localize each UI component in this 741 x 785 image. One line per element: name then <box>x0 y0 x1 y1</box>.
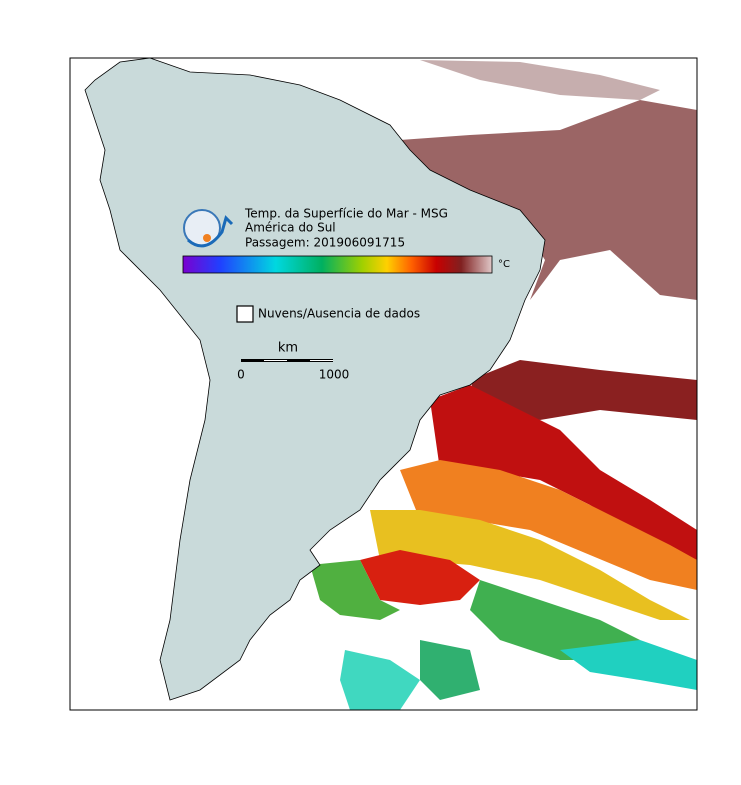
inpe-logo <box>183 209 234 248</box>
legend-swatch <box>236 305 254 323</box>
title-line: Temp. da Superfície do Mar - MSG <box>244 207 448 221</box>
scale-unit: km <box>278 341 298 356</box>
colorbar <box>182 255 493 274</box>
scale-label: 0 <box>237 368 245 382</box>
colorbar-unit: °C <box>498 259 510 270</box>
sst-data <box>310 60 697 710</box>
title-line: Passagem: 201906091715 <box>245 236 405 250</box>
legend-label: Nuvens/Ausencia de dados <box>258 307 420 321</box>
map-body <box>70 58 697 710</box>
title-line: América do Sul <box>245 221 336 235</box>
scale-label: 1000 <box>319 368 350 382</box>
map-frame <box>69 57 698 711</box>
scale-bar: km 0 1000 <box>237 341 349 382</box>
